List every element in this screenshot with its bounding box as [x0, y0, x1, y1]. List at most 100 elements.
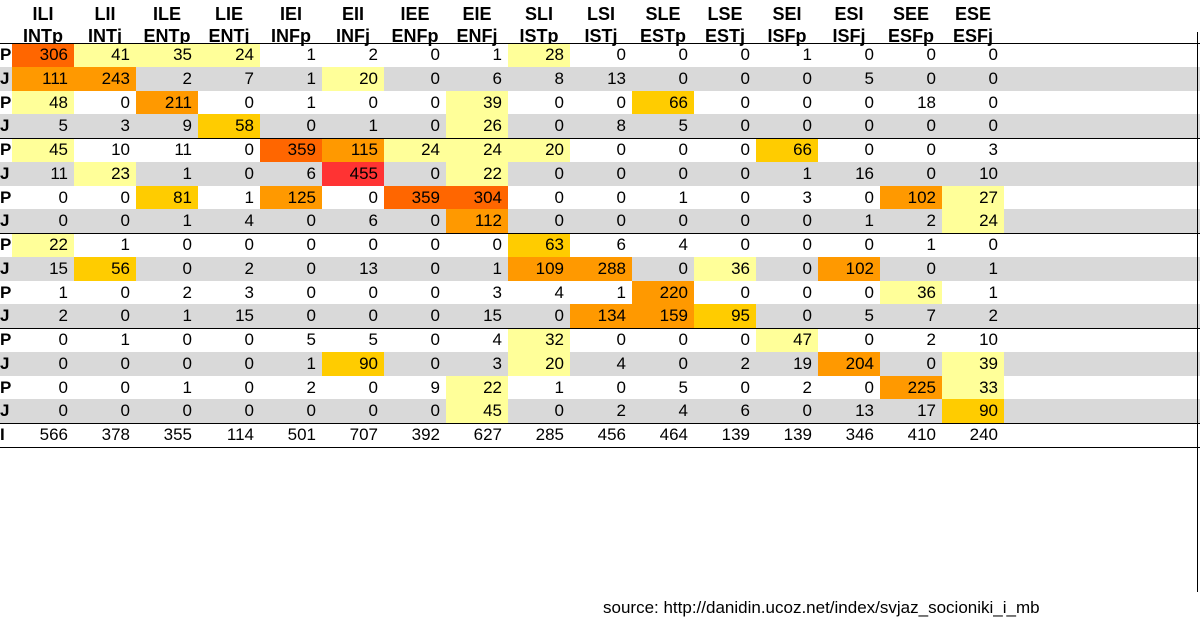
heatmap-cell: 0 — [616, 163, 626, 183]
heatmap-cell: 0 — [368, 377, 378, 397]
heatmap-cell: 15 — [483, 306, 502, 326]
column-type-estp: ESTp — [639, 26, 686, 46]
heatmap-cell: 2 — [368, 45, 378, 64]
heatmap-cell: 45 — [12, 138, 74, 162]
totals-row-label: I — [0, 425, 5, 444]
total-cell: 240 — [969, 425, 998, 444]
heatmap-cell: 0 — [926, 140, 936, 159]
heatmap-cell: 1 — [368, 116, 378, 136]
heatmap-cell: 35 — [136, 43, 198, 67]
heatmap-cell: 0 — [802, 211, 812, 231]
row-band — [0, 114, 1200, 138]
heatmap-cell: 0 — [554, 401, 564, 421]
heatmap-cell: 0 — [58, 353, 68, 373]
heatmap-cell: 0 — [120, 353, 130, 373]
heatmap-cell: 0 — [616, 92, 626, 112]
column-code-lsi: LSI — [586, 4, 615, 24]
column-type-estj: ESTj — [704, 26, 745, 46]
total-cell: 501 — [287, 425, 316, 444]
heatmap-cell: 2 — [988, 306, 998, 326]
total-cell: 566 — [39, 425, 68, 444]
row-band — [0, 66, 1200, 91]
heatmap-cell: 10 — [979, 163, 998, 183]
heatmap-cell: 24 — [446, 138, 508, 162]
heatmap-cell: 26 — [446, 114, 508, 138]
heatmap-cell: 0 — [120, 306, 130, 326]
heatmap-cell: 1 — [306, 92, 316, 112]
heatmap-cell: 24 — [384, 138, 446, 162]
horizontal-rule — [0, 447, 1200, 448]
heatmap-cell: 6 — [306, 163, 316, 183]
heatmap-cell: 0 — [430, 401, 440, 421]
heatmap-cell: 159 — [632, 304, 694, 328]
heatmap-cell: 17 — [917, 401, 936, 421]
heatmap-cell: 6 — [740, 401, 750, 421]
heatmap-cell: 0 — [988, 92, 998, 112]
row-label: J — [0, 163, 10, 183]
column-code-ile: ILE — [152, 4, 181, 24]
heatmap-cell: 5 — [864, 306, 874, 326]
heatmap-cell: 0 — [678, 211, 688, 231]
heatmap-cell: 1 — [616, 282, 626, 302]
heatmap-cell: 0 — [864, 116, 874, 136]
heatmap-cell: 20 — [322, 66, 384, 91]
row-band — [0, 399, 1200, 423]
heatmap-cell: 0 — [244, 235, 254, 254]
heatmap-cell: 0 — [430, 211, 440, 231]
horizontal-rule — [0, 233, 1200, 234]
heatmap-cell: 2 — [182, 68, 192, 88]
heatmap-cell: 13 — [607, 68, 626, 88]
heatmap-cell: 0 — [306, 116, 316, 136]
heatmap-cell: 0 — [430, 306, 440, 326]
heatmap-cell: 306 — [12, 43, 74, 67]
heatmap-cell: 23 — [74, 161, 136, 186]
heatmap-cell: 4 — [678, 235, 688, 254]
heatmap-cell: 0 — [864, 92, 874, 112]
horizontal-rule — [0, 138, 1200, 139]
heatmap-cell: 39 — [446, 90, 508, 115]
heatmap-cell: 47 — [756, 328, 818, 352]
heatmap-cell: 1 — [182, 163, 192, 183]
heatmap-cell: 1 — [120, 235, 130, 254]
row-label: P — [0, 235, 12, 254]
heatmap-cell: 1 — [182, 211, 192, 231]
heatmap-cell: 20 — [508, 351, 570, 376]
total-cell: 707 — [349, 425, 378, 444]
heatmap-cell: 0 — [554, 92, 564, 112]
heatmap-cell: 111 — [12, 66, 74, 91]
heatmap-cell: 0 — [244, 92, 254, 112]
heatmap-cell: 4 — [616, 353, 626, 373]
heatmap-cell: 0 — [430, 282, 440, 302]
column-type-esfj: ESFj — [952, 26, 993, 46]
heatmap-cell: 1 — [182, 306, 192, 326]
heatmap-cell: 1 — [58, 282, 68, 302]
heatmap-cell: 0 — [802, 235, 812, 254]
total-cell: 627 — [473, 425, 502, 444]
total-cell: 139 — [783, 425, 812, 444]
heatmap-cell: 1 — [306, 68, 316, 88]
row-label: P — [0, 187, 12, 207]
heatmap-cell: 3 — [988, 140, 998, 159]
heatmap-cell: 1 — [864, 211, 874, 231]
heatmap-cell: 0 — [182, 401, 192, 421]
heatmap-cell: 0 — [368, 92, 378, 112]
heatmap-cell: 0 — [182, 330, 192, 349]
heatmap-cell: 1 — [802, 45, 812, 64]
heatmap-cell: 3 — [244, 282, 254, 302]
heatmap-cell: 0 — [368, 187, 378, 207]
column-code-sli: SLI — [524, 4, 553, 24]
heatmap-cell: 11 — [174, 140, 192, 159]
heatmap-cell: 0 — [988, 116, 998, 136]
heatmap-cell: 0 — [740, 163, 750, 183]
heatmap-cell: 0 — [120, 282, 130, 302]
heatmap-cell: 455 — [322, 161, 384, 186]
heatmap-cell: 0 — [430, 258, 440, 278]
heatmap-cell: 288 — [570, 256, 632, 281]
column-type-istj: ISTj — [584, 26, 618, 46]
heatmap-cell: 0 — [492, 235, 502, 254]
heatmap-cell: 0 — [120, 377, 130, 397]
heatmap-cell: 56 — [74, 256, 136, 281]
heatmap-cell: 2 — [58, 306, 68, 326]
heatmap-cell: 0 — [616, 330, 626, 349]
heatmap-cell: 0 — [554, 306, 564, 326]
